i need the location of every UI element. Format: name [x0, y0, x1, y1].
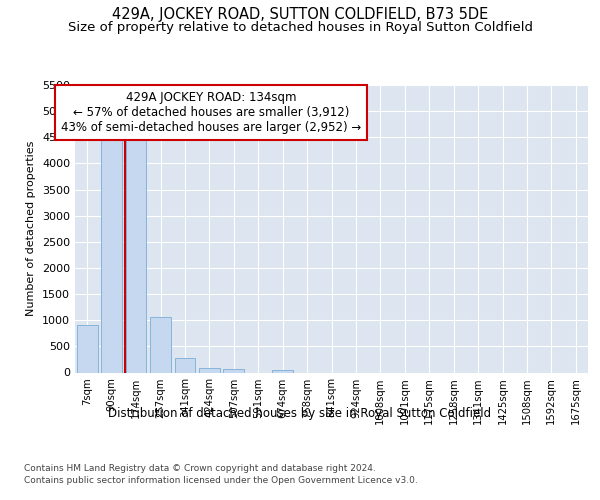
Bar [101, 134, 122, 372]
Text: Contains public sector information licensed under the Open Government Licence v3: Contains public sector information licen… [24, 476, 418, 485]
Bar [272, 370, 293, 372]
Bar [223, 368, 244, 372]
Bar [175, 358, 196, 372]
Text: Contains HM Land Registry data © Crown copyright and database right 2024.: Contains HM Land Registry data © Crown c… [24, 464, 376, 473]
Y-axis label: Number of detached properties: Number of detached properties [26, 141, 37, 316]
Bar [125, 134, 146, 372]
Bar [199, 368, 220, 372]
Text: 429A, JOCKEY ROAD, SUTTON COLDFIELD, B73 5DE: 429A, JOCKEY ROAD, SUTTON COLDFIELD, B73… [112, 8, 488, 22]
Bar [150, 316, 171, 372]
Text: Distribution of detached houses by size in Royal Sutton Coldfield: Distribution of detached houses by size … [109, 408, 491, 420]
Bar [77, 326, 98, 372]
Text: Size of property relative to detached houses in Royal Sutton Coldfield: Size of property relative to detached ho… [67, 21, 533, 34]
Text: 429A JOCKEY ROAD: 134sqm
← 57% of detached houses are smaller (3,912)
43% of sem: 429A JOCKEY ROAD: 134sqm ← 57% of detach… [61, 91, 361, 134]
